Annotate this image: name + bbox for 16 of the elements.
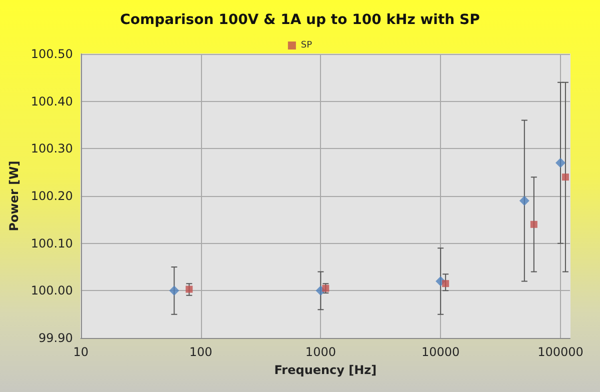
y-tick-label: 100.50 — [30, 47, 73, 61]
y-tick-label: 100.30 — [30, 142, 73, 156]
x-tick-label: 10000 — [422, 345, 460, 359]
y-tick-label: 100.00 — [30, 284, 73, 298]
y-tick-label: 100.20 — [30, 189, 73, 203]
chart-title: Comparison 100V & 1A up to 100 kHz with SP — [120, 12, 480, 28]
x-tick-label: 1000 — [305, 345, 336, 359]
legend-label: SP — [300, 40, 313, 50]
y-tick-label: 99.90 — [38, 331, 73, 345]
x-tick-label: 100 — [189, 345, 212, 359]
x-tick-label: 100000 — [538, 345, 584, 359]
y-axis-title: Power [W] — [7, 160, 21, 232]
x-axis-title: Frequency [Hz] — [274, 363, 377, 377]
x-tick-label: 10 — [73, 345, 89, 359]
y-tick-label: 100.40 — [30, 94, 73, 108]
y-tick-label: 100.10 — [30, 236, 73, 250]
